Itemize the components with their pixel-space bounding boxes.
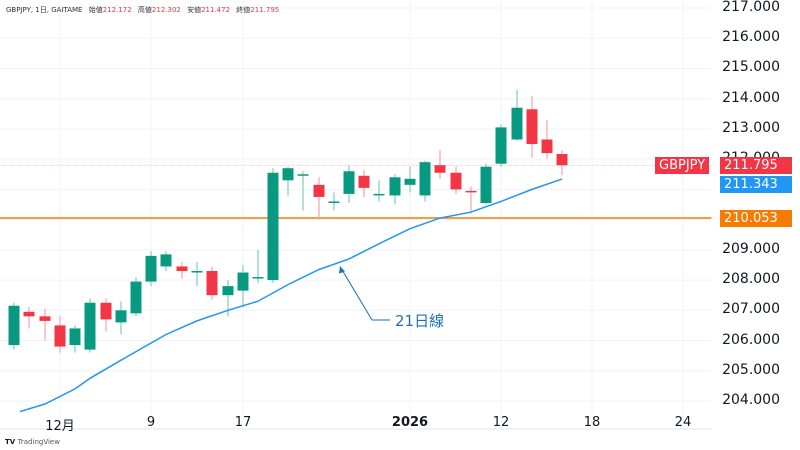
- symbol-tag: GBPJPY: [655, 157, 710, 174]
- time-tick-label: 17: [234, 415, 252, 430]
- candle-down: [556, 150, 568, 176]
- price-tick-label: 213.000: [722, 119, 780, 136]
- price-tick-label: 215.000: [722, 59, 780, 76]
- candle-up: [252, 249, 264, 284]
- chart-header: GBPJPY, 1日, GAITAME 始値212.172 高値212.302 …: [6, 5, 279, 15]
- candles: [8, 89, 568, 353]
- candle-up: [145, 251, 157, 287]
- candle-down: [526, 95, 538, 158]
- price-tick-label: 214.000: [722, 89, 780, 106]
- price-tick-label: 205.000: [722, 361, 780, 378]
- time-tick-label: 12月: [45, 419, 75, 434]
- close-value: 211.795: [250, 6, 280, 14]
- close-label: 終値: [236, 6, 251, 14]
- candle-up: [8, 302, 20, 350]
- candle-up: [267, 168, 279, 284]
- candle-down: [541, 119, 553, 160]
- candle-up: [495, 124, 507, 167]
- candle-down: [39, 308, 51, 341]
- candle-up: [160, 251, 172, 272]
- candle-down: [100, 298, 112, 332]
- candle-up: [69, 325, 81, 353]
- candle-up: [84, 298, 96, 353]
- price-tick-label: 217.000: [722, 0, 780, 15]
- candle-down: [450, 166, 462, 194]
- candle-up: [511, 89, 523, 142]
- price-tick-label: 216.000: [722, 29, 780, 46]
- ma21-annotation-label: 21日線: [395, 312, 445, 330]
- tradingview-logo[interactable]: TV TradingView: [5, 438, 60, 446]
- open-label: 始値: [88, 6, 103, 14]
- candle-down: [358, 169, 370, 197]
- candle-down: [434, 150, 446, 179]
- price-tick-label: 206.000: [722, 331, 780, 348]
- candle-up: [480, 163, 492, 205]
- candle-up: [404, 166, 416, 193]
- candle-up: [389, 174, 401, 205]
- time-tick-label: 18: [583, 415, 601, 430]
- candle-down: [313, 177, 325, 220]
- last-price-tag: 211.795: [720, 157, 792, 174]
- candle-up: [373, 180, 385, 202]
- price-tick-label: 208.000: [722, 271, 780, 288]
- ma21-line[interactable]: [19, 178, 563, 413]
- time-tick-label: 24: [674, 415, 692, 430]
- candle-up: [115, 301, 127, 335]
- low-value: 211.472: [201, 6, 231, 14]
- tradingview-icon: TV: [5, 438, 18, 446]
- candle-down: [54, 316, 66, 353]
- high-label: 高値: [137, 6, 152, 14]
- candle-up: [328, 192, 340, 211]
- candle-down: [176, 261, 188, 279]
- candle-up: [297, 171, 309, 211]
- price-tick-label: 209.000: [722, 240, 780, 257]
- candle-up: [130, 277, 142, 317]
- candle-up: [343, 165, 355, 203]
- candle-up: [191, 261, 203, 287]
- candle-down: [206, 266, 218, 300]
- price-tick-label: 207.000: [722, 301, 780, 318]
- time-tick-label: 9: [146, 415, 156, 430]
- candle-down: [465, 186, 477, 214]
- high-value: 212.302: [151, 6, 181, 14]
- annotation-arrow: [339, 266, 390, 321]
- time-tick-label: 12: [492, 415, 510, 430]
- symbol-info: GBPJPY, 1日, GAITAME: [6, 6, 83, 14]
- candle-up: [419, 160, 431, 202]
- grid-lines: [0, 0, 712, 429]
- candle-down: [23, 307, 35, 329]
- candle-up: [282, 166, 294, 196]
- low-label: 安値: [187, 6, 202, 14]
- time-tick-label: 2026: [391, 415, 429, 430]
- open-value: 212.172: [102, 6, 132, 14]
- ma-value-tag: 211.343: [720, 176, 792, 193]
- hline-value-tag: 210.053: [720, 210, 792, 227]
- price-tick-label: 204.000: [722, 391, 780, 408]
- candle-up: [237, 264, 249, 308]
